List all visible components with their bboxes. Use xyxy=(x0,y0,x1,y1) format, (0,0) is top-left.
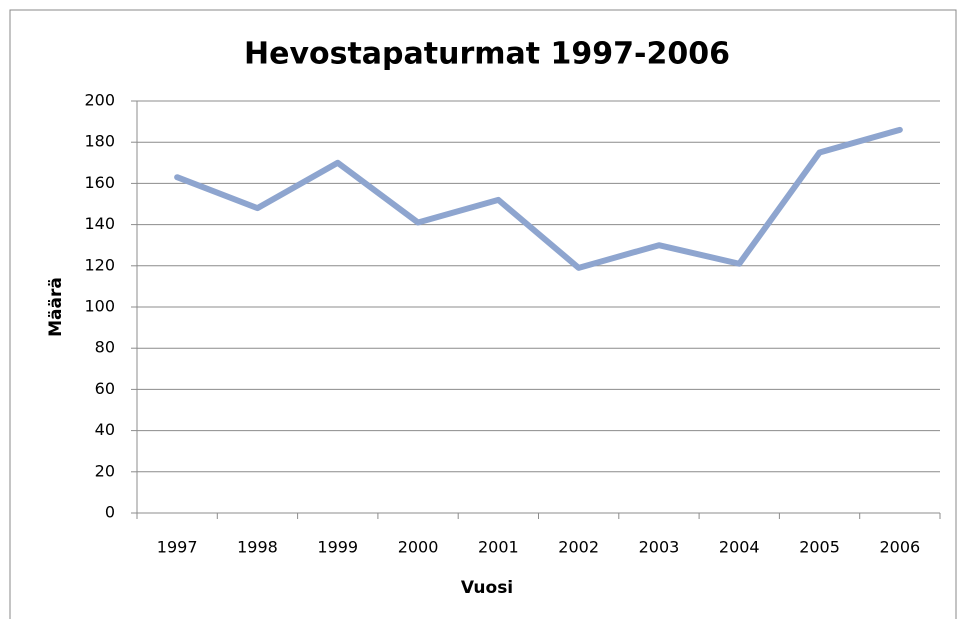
y-tick-label: 80 xyxy=(95,338,115,357)
x-tick-label: 2002 xyxy=(558,538,599,557)
x-tick-label: 2003 xyxy=(639,538,680,557)
x-axis-title: Vuosi xyxy=(461,578,513,598)
chart-frame xyxy=(9,9,957,619)
chart-title: Hevostapaturmat 1997-2006 xyxy=(244,37,730,72)
y-tick-label: 60 xyxy=(95,379,115,398)
y-axis-title: Määrä xyxy=(46,277,66,337)
y-tick-label: 160 xyxy=(84,173,115,192)
data-line xyxy=(174,126,903,271)
x-tick-label: 2005 xyxy=(799,538,840,557)
x-tick-label: 1999 xyxy=(317,538,358,557)
x-tick-label: 2000 xyxy=(398,538,439,557)
y-tick-label: 200 xyxy=(84,91,115,110)
y-tick-label: 100 xyxy=(84,297,115,316)
x-tick-label: 2006 xyxy=(879,538,920,557)
y-tick-label: 40 xyxy=(95,420,115,439)
x-tick-label: 1997 xyxy=(157,538,198,557)
x-tick-label: 2001 xyxy=(478,538,519,557)
y-tick-label: 20 xyxy=(95,461,115,480)
y-tick-label: 0 xyxy=(105,503,115,522)
y-tick-label: 140 xyxy=(84,214,115,233)
y-tick-label: 180 xyxy=(84,132,115,151)
y-tick-label: 120 xyxy=(84,255,115,274)
x-tick-label: 1998 xyxy=(237,538,278,557)
x-tick-label: 2004 xyxy=(719,538,760,557)
